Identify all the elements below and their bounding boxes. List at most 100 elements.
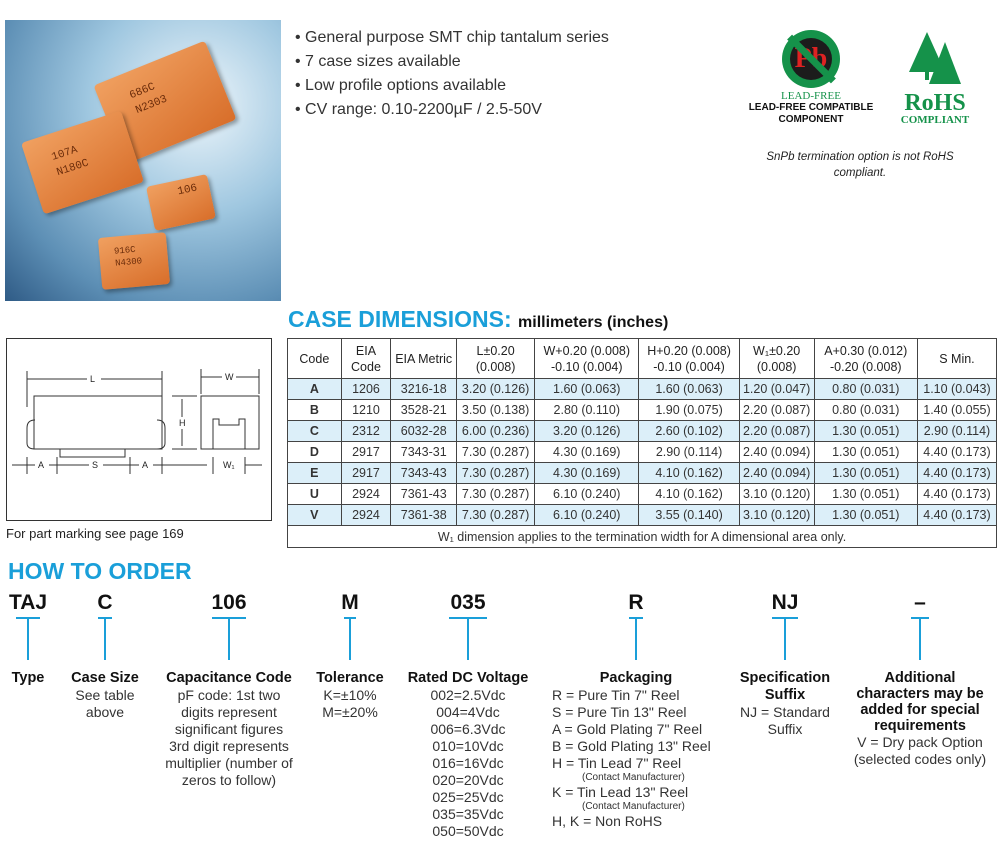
table-cell: 4.40 (0.173)	[916, 504, 998, 526]
chip-image: 916C N4300	[97, 232, 171, 290]
order-field-description: Rated DC Voltage 002=2.5Vdc 004=4Vdc 006=6.…	[408, 670, 529, 840]
order-field-line: R = Pure Tin 7" Reel	[552, 687, 680, 703]
svg-text:S: S	[92, 460, 98, 470]
svg-text:A: A	[142, 460, 148, 470]
table-cell: 3.10 (0.120)	[738, 504, 815, 526]
dimension-diagram: L W H A S A W₁	[6, 338, 272, 521]
table-cell: 4.30 (0.169)	[534, 462, 640, 484]
lead-free-logo: Pb LEAD-FREE LEAD-FREE COMPATIBLE COMPON…	[746, 30, 876, 126]
order-field-line: V = Dry pack Option	[857, 734, 983, 750]
table-cell: A	[287, 378, 342, 400]
code-connector	[228, 618, 230, 660]
table-cell: 3.20 (0.126)	[456, 378, 536, 400]
table-cell: 6.10 (0.240)	[534, 483, 640, 505]
order-field-line: 016=16Vdc	[432, 755, 504, 771]
order-field-line: H = Tin Lead 7" Reel	[552, 755, 682, 771]
table-cell: 1210	[340, 399, 392, 421]
table-cell: 4.40 (0.173)	[916, 441, 998, 463]
svg-text:W: W	[225, 372, 234, 382]
table-cell: 7343-31	[390, 441, 458, 463]
table-cell: U	[287, 483, 342, 505]
column-header: L±0.20 (0.008)	[456, 338, 536, 379]
table-cell: 3.55 (0.140)	[638, 504, 740, 526]
order-field-description: Specification Suffix NJ = Standard Suffix	[735, 670, 835, 738]
table-cell: 1.60 (0.063)	[534, 378, 640, 400]
no-lead-icon: Pb	[782, 30, 840, 88]
order-field-line: 3rd digit represents	[169, 738, 289, 754]
order-field-line: NJ = Standard	[740, 704, 830, 720]
feature-item: CV range: 0.10-2200µF / 2.5-50V	[295, 98, 609, 122]
table-cell: 2.20 (0.087)	[738, 420, 815, 442]
order-field-line: 035=35Vdc	[432, 806, 504, 822]
feature-item: General purpose SMT chip tantalum series	[295, 26, 609, 50]
table-row: U 2924 7361-43 7.30 (0.287) 6.10 (0.240) 4.10…	[287, 483, 998, 505]
order-field-line: See table	[75, 687, 135, 703]
column-header: H+0.20 (0.008) -0.10 (0.004)	[638, 338, 740, 379]
column-header: EIA Metric	[390, 338, 458, 379]
svg-text:H: H	[179, 418, 186, 428]
order-field-description: Case Size See table above	[71, 670, 139, 721]
table-cell: 7.30 (0.287)	[456, 441, 536, 463]
table-cell: 2924	[340, 483, 392, 505]
order-field-line: (Contact Manufacturer)	[582, 801, 685, 812]
order-field-line: A = Gold Plating 7" Reel	[552, 721, 703, 737]
order-field-description: Capacitance Code pF code: 1st two digits r…	[165, 670, 293, 789]
order-field-line: (Contact Manufacturer)	[582, 772, 685, 783]
chip-image: 107A N180C	[20, 110, 145, 215]
table-cell: D	[287, 441, 342, 463]
code-connector	[467, 618, 469, 660]
table-cell: 1.20 (0.047)	[738, 378, 815, 400]
order-code: M	[341, 591, 359, 614]
column-header: A+0.30 (0.012) -0.20 (0.008)	[813, 338, 918, 379]
feature-item: 7 case sizes available	[295, 50, 609, 74]
svg-text:W₁: W₁	[223, 460, 235, 470]
order-field-heading: Packaging	[599, 670, 673, 686]
table-cell: 2.90 (0.114)	[638, 441, 740, 463]
order-field-description: Additional characters may be added for s…	[850, 670, 990, 768]
code-connector	[919, 618, 921, 660]
table-cell: 1.30 (0.051)	[813, 483, 918, 505]
order-code: R	[628, 591, 644, 614]
table-cell: 1.60 (0.063)	[638, 378, 740, 400]
column-header: EIA Code	[340, 338, 392, 379]
table-cell: 4.40 (0.173)	[916, 483, 998, 505]
case-dimensions-table: Code EIA Code EIA Metric L±0.20 (0.008) W+0.…	[287, 338, 998, 548]
order-field-heading: Tolerance	[316, 670, 384, 686]
table-cell: 7.30 (0.287)	[456, 504, 536, 526]
order-field-heading: Rated DC Voltage	[407, 670, 529, 686]
table-cell: 2.40 (0.094)	[738, 441, 815, 463]
order-field-description: Packaging R = Pure Tin 7" Reel S = Pure Ti…	[552, 670, 720, 830]
svg-text:L: L	[90, 374, 95, 384]
table-row: E 2917 7343-43 7.30 (0.287) 4.30 (0.169) 4.10…	[287, 462, 998, 484]
table-cell: 3216-18	[390, 378, 458, 400]
table-cell: 2.90 (0.114)	[916, 420, 998, 442]
order-field-line: S = Pure Tin 13" Reel	[552, 704, 687, 720]
table-cell: 3.50 (0.138)	[456, 399, 536, 421]
table-cell: 7.30 (0.287)	[456, 462, 536, 484]
order-field-line: 025=25Vdc	[432, 789, 504, 805]
order-field-description: Type	[12, 670, 45, 687]
svg-text:A: A	[38, 460, 44, 470]
table-cell: 0.80 (0.031)	[813, 378, 918, 400]
table-cell: 3.10 (0.120)	[738, 483, 815, 505]
table-cell: 2.20 (0.087)	[738, 399, 815, 421]
table-cell: 2312	[340, 420, 392, 442]
table-cell: 0.80 (0.031)	[813, 399, 918, 421]
order-field-line: K = Tin Lead 13" Reel	[552, 784, 689, 800]
table-cell: 4.40 (0.173)	[916, 462, 998, 484]
order-field-heading: Type	[11, 670, 45, 686]
order-field-line: H, K = Non RoHS	[552, 813, 663, 829]
order-field-line: (selected codes only)	[853, 751, 987, 767]
column-header: W+0.20 (0.008) -0.10 (0.004)	[534, 338, 640, 379]
code-connector	[104, 618, 106, 660]
case-drawing: L W H A S A W₁	[12, 369, 262, 474]
feature-list: General purpose SMT chip tantalum series…	[295, 26, 609, 122]
trees-icon	[909, 32, 961, 84]
order-field-line: above	[85, 704, 125, 720]
order-code: TAJ	[8, 591, 48, 614]
order-field-heading: Additional characters may be added for s…	[856, 670, 984, 734]
order-field-line: K=±10%	[323, 687, 377, 703]
order-field-line: pF code: 1st two	[177, 687, 281, 703]
table-cell: 1.90 (0.075)	[638, 399, 740, 421]
order-field-heading: Case Size	[71, 670, 139, 686]
